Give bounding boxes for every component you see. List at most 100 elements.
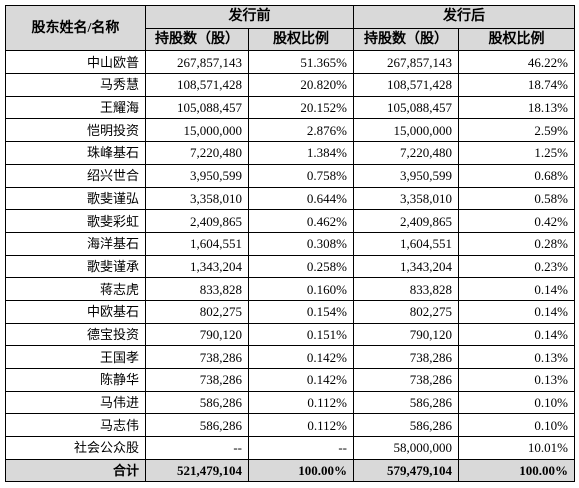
cell: 0.13%: [458, 368, 575, 392]
row-label: 马志伟: [5, 413, 146, 438]
cell: 20.152%: [248, 95, 354, 120]
row-label: 德宝投资: [5, 322, 146, 347]
cell: 586,286: [353, 390, 459, 415]
cell: 0.151%: [248, 322, 354, 347]
cell: 0.13%: [458, 345, 575, 369]
cell: 738,286: [353, 368, 459, 392]
data-row: 歌斐彩虹 2,409,865 0.462% 2,409,865 0.42%: [5, 209, 575, 233]
data-row: 歌斐谨承 1,343,204 0.258% 1,343,204 0.23%: [5, 254, 575, 279]
cell: 0.644%: [248, 186, 354, 211]
cell: 833,828: [353, 277, 459, 301]
data-row: 中山欧普 267,857,143 51.365% 267,857,143 46.22%: [5, 50, 575, 75]
header-row: 股东姓名/名称 发行前 发行后: [5, 4, 575, 52]
cell: 46.22%: [458, 50, 575, 75]
cell: 0.142%: [248, 345, 354, 369]
cell: 738,286: [145, 345, 249, 369]
table-body: 中山欧普 267,857,143 51.365% 267,857,143 46.22% 马…: [5, 50, 575, 483]
cell: 802,275: [353, 299, 459, 324]
cell: 0.462%: [248, 209, 354, 233]
cell: 18.74%: [458, 73, 575, 97]
row-label: 王国孝: [5, 345, 146, 369]
cell: 1,604,551: [145, 231, 249, 256]
row-label: 蒋志虎: [5, 277, 146, 301]
cell: 0.23%: [458, 254, 575, 279]
cell: 0.10%: [458, 413, 575, 438]
data-row: 王国孝 738,286 0.142% 738,286 0.13%: [5, 345, 575, 369]
row-label: 珠峰基石: [5, 141, 146, 165]
row-label: 王耀海: [5, 95, 146, 120]
cell: 7,220,480: [353, 141, 459, 165]
row-label: 中山欧普: [5, 50, 146, 75]
row-label: 马伟进: [5, 390, 146, 415]
cell: 586,286: [145, 390, 249, 415]
cell: 0.58%: [458, 186, 575, 211]
cell: 51.365%: [248, 50, 354, 75]
header-name: 股东姓名/名称: [5, 4, 146, 52]
cell: 100.00%: [458, 458, 575, 483]
cell: 3,358,010: [353, 186, 459, 211]
cell: 2.876%: [248, 118, 354, 143]
header-group: 发行后: [353, 5, 575, 29]
total-row: 合计 521,479,104 100.00% 579,479,104 100.00%: [5, 458, 575, 483]
cell: 0.28%: [458, 231, 575, 256]
cell: 0.160%: [248, 277, 354, 301]
cell: 108,571,428: [145, 73, 249, 97]
cell: 738,286: [353, 345, 459, 369]
cell: 267,857,143: [145, 50, 249, 75]
cell: 105,088,457: [353, 95, 459, 120]
cell: 105,088,457: [145, 95, 249, 120]
cell: 20.820%: [248, 73, 354, 97]
row-label: 歌斐彩虹: [5, 209, 146, 233]
cell: 18.13%: [458, 95, 575, 120]
data-row: 马秀慧 108,571,428 20.820% 108,571,428 18.74%: [5, 73, 575, 97]
row-label: 海洋基石: [5, 231, 146, 256]
cell: 3,358,010: [145, 186, 249, 211]
header-column: 持股数（股）: [145, 27, 249, 52]
cell: 0.142%: [248, 368, 354, 392]
row-label: 恺明投资: [5, 118, 146, 143]
cell: 790,120: [353, 322, 459, 347]
cell: 2,409,865: [353, 209, 459, 233]
cell: 586,286: [145, 413, 249, 438]
data-row: 海洋基石 1,604,551 0.308% 1,604,551 0.28%: [5, 231, 575, 256]
shareholder-table: 股东姓名/名称 发行前 发行后 持股数（股） 股权比例 持股数（股） 股权比例 …: [5, 4, 575, 483]
cell: 802,275: [145, 299, 249, 324]
data-row: 恺明投资 15,000,000 2.876% 15,000,000 2.59%: [5, 118, 575, 143]
cell: --: [145, 436, 249, 460]
table-header: 股东姓名/名称 发行前 发行后 持股数（股） 股权比例 持股数（股） 股权比例: [5, 4, 575, 52]
cell: 0.10%: [458, 390, 575, 415]
cell: 2.59%: [458, 118, 575, 143]
cell: 7,220,480: [145, 141, 249, 165]
cell: 833,828: [145, 277, 249, 301]
cell: 1.25%: [458, 141, 575, 165]
data-row: 德宝投资 790,120 0.151% 790,120 0.14%: [5, 322, 575, 347]
cell: 0.42%: [458, 209, 575, 233]
cell: 1,343,204: [353, 254, 459, 279]
data-row: 中欧基石 802,275 0.154% 802,275 0.14%: [5, 299, 575, 324]
data-row: 王耀海 105,088,457 20.152% 105,088,457 18.13%: [5, 95, 575, 120]
cell: 267,857,143: [353, 50, 459, 75]
data-row: 蒋志虎 833,828 0.160% 833,828 0.14%: [5, 277, 575, 301]
cell: 0.14%: [458, 322, 575, 347]
cell: 100.00%: [248, 458, 354, 483]
cell: 0.68%: [458, 163, 575, 188]
data-row: 马志伟 586,286 0.112% 586,286 0.10%: [5, 413, 575, 438]
cell: 0.258%: [248, 254, 354, 279]
cell: 3,950,599: [353, 163, 459, 188]
cell: 0.14%: [458, 277, 575, 301]
cell: --: [248, 436, 354, 460]
data-row: 马伟进 586,286 0.112% 586,286 0.10%: [5, 390, 575, 415]
row-label: 中欧基石: [5, 299, 146, 324]
cell: 586,286: [353, 413, 459, 438]
cell: 15,000,000: [353, 118, 459, 143]
header-column: 股权比例: [248, 27, 354, 52]
row-label: 歌斐谨弘: [5, 186, 146, 211]
header-column: 持股数（股）: [353, 27, 459, 52]
cell: 0.112%: [248, 390, 354, 415]
cell: 0.758%: [248, 163, 354, 188]
header-row: 持股数（股） 股权比例 持股数（股） 股权比例: [6, 27, 575, 52]
cell: 0.112%: [248, 413, 354, 438]
row-label: 绍兴世合: [5, 163, 146, 188]
row-label: 社会公众股: [5, 436, 146, 460]
cell: 521,479,104: [145, 458, 249, 483]
